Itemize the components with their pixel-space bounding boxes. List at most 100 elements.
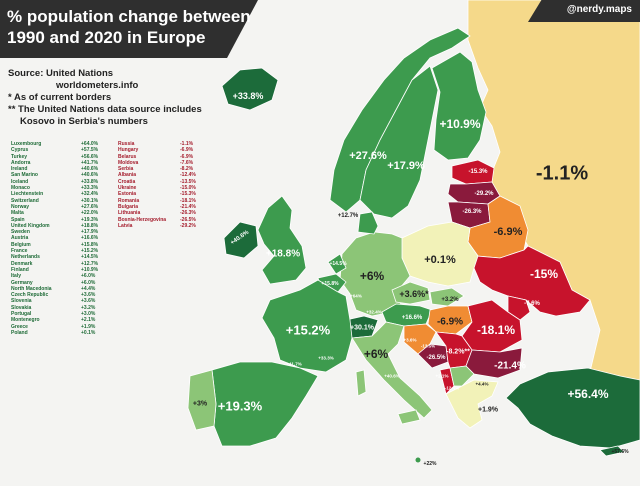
legend-row: Russia -1.1% <box>118 141 216 147</box>
ireland-region <box>223 221 259 259</box>
legend-value: +19.3% <box>81 216 99 223</box>
legend-row: Ireland +40.6% <box>11 166 117 172</box>
legend-value: -15.0% <box>180 185 196 192</box>
label-france: +15.2% <box>285 322 331 338</box>
legend-value: -7.6% <box>180 159 194 166</box>
legend-value: +22.0% <box>81 210 99 217</box>
label-latvia: -29.2% <box>474 191 494 197</box>
legend-row: Croatia -13.5% <box>118 179 216 185</box>
label-switzerland: +30.1% <box>350 324 374 332</box>
legend-country: Bulgaria <box>118 203 139 210</box>
map-title: % population change between 1990 and 202… <box>7 6 251 48</box>
legend-value: -12.4% <box>180 172 196 179</box>
legend-value: +30.1% <box>81 197 99 204</box>
legend-country: Italy <box>11 273 22 280</box>
legend-value: +6.0% <box>81 279 96 286</box>
label-uk: +18.8% <box>265 248 301 260</box>
label-russia: -1.1% <box>535 162 589 185</box>
label-spain: +19.3% <box>217 398 263 414</box>
legend-value: +3.0% <box>81 311 96 318</box>
hungary-region <box>427 305 473 335</box>
label-belarus: -6.9% <box>493 226 523 238</box>
label-liechtenstein: +32.4% <box>366 309 382 315</box>
legend-value: +41.7% <box>81 159 99 166</box>
france-region <box>261 279 353 373</box>
legend-value: -21.4% <box>180 203 196 210</box>
legend-value: -26.3% <box>180 210 196 217</box>
legend-country: Russia <box>118 141 135 147</box>
legend-country: Iceland <box>11 178 29 185</box>
legend-row: Romania -18.1% <box>118 198 216 204</box>
legend-country: Denmark <box>11 260 33 267</box>
label-andorra: +41.7% <box>286 361 302 367</box>
legend-country: Liechtenstein <box>11 191 44 198</box>
legend-value: +17.9% <box>81 229 99 236</box>
legend-value: -15.3% <box>180 191 196 198</box>
legend-row: Andorra +41.7% <box>11 160 117 166</box>
legend-country: Netherlands <box>11 254 40 261</box>
note-kosovo-b: Kosovo in Serbia's numbers <box>20 116 148 127</box>
sweden-region <box>359 65 439 219</box>
legend-row: Slovenia +3.6% <box>11 298 117 304</box>
legend-country: Serbia <box>118 166 134 173</box>
legend-country: Spain <box>11 216 25 223</box>
label-germany: +6% <box>359 269 385 283</box>
label-romania: -18.1% <box>476 323 516 337</box>
label-portugal: +3% <box>192 400 208 408</box>
sicily-region <box>397 409 421 425</box>
legend-row: Italy +6.0% <box>11 273 117 279</box>
legend-country: Belgium <box>11 241 31 248</box>
legend-country: Sweden <box>11 229 30 236</box>
legend-row: Belgium +15.8% <box>11 242 117 248</box>
legend-country: Malta <box>11 210 24 217</box>
legend-country: Ukraine <box>118 185 137 192</box>
legend-value: -13.5% <box>180 178 196 185</box>
legend-row: Norway +27.6% <box>11 204 117 210</box>
legend-row: Moldova -7.6% <box>118 160 216 166</box>
legend-row: Switzerland +30.1% <box>11 198 117 204</box>
legend-value: +40.6% <box>81 172 99 179</box>
legend-value: +6.0% <box>81 273 96 280</box>
legend-country: Romania <box>118 197 140 204</box>
legend-row: Hungary -6.9% <box>118 147 216 153</box>
malta-dot <box>415 457 421 463</box>
label-slovakia: +3.2% <box>441 297 459 303</box>
title-line-1: % population change between <box>7 7 251 26</box>
legend-value: +40.6% <box>81 166 99 173</box>
legend-row: Poland +0.1% <box>11 330 117 336</box>
label-denmark: +12.7% <box>337 213 359 219</box>
legend-value: -29.2% <box>180 222 196 229</box>
uk-region <box>257 195 307 285</box>
label-malta: +22% <box>423 461 437 467</box>
label-iceland: +33.8% <box>232 91 264 101</box>
legend-country: North Macedonia <box>11 285 52 292</box>
label-bosnia: -26.5% <box>426 355 446 361</box>
legend-value: +12.7% <box>81 260 99 267</box>
netherlands-region <box>327 253 347 275</box>
legend-country: Lithuania <box>118 210 141 217</box>
romania-region <box>461 299 523 353</box>
label-netherlands: +14.5% <box>329 261 347 267</box>
label-moldova: -7.6% <box>524 301 540 307</box>
legend-row: Malta +22.0% <box>11 210 117 216</box>
brand-banner <box>528 0 640 22</box>
label-poland: +0.1% <box>424 254 456 266</box>
legend-value: -6.9% <box>180 147 194 154</box>
legend-row: Cyprus +57.5% <box>11 147 117 153</box>
label-estonia: -15.3% <box>468 169 488 175</box>
legend-country: Switzerland <box>11 197 39 204</box>
legend-country: Austria <box>11 235 29 242</box>
legend-country: Portugal <box>11 311 32 318</box>
legend-country: Croatia <box>118 178 136 185</box>
legend-value: +3.2% <box>81 304 96 311</box>
legend-row: Portugal +3.0% <box>11 311 117 317</box>
label-austria: +16.6% <box>401 315 423 321</box>
legend-value: -26.5% <box>180 216 196 223</box>
legend-row: Luxembourg +64.0% <box>11 141 117 147</box>
label-monaco: +33.3% <box>318 355 334 361</box>
title-line-2: 1990 and 2020 in Europe <box>7 28 206 47</box>
legend-row: Netherlands +14.5% <box>11 254 117 260</box>
label-greece: +1.9% <box>477 406 499 414</box>
label-macedonia: +4.4% <box>475 381 489 387</box>
